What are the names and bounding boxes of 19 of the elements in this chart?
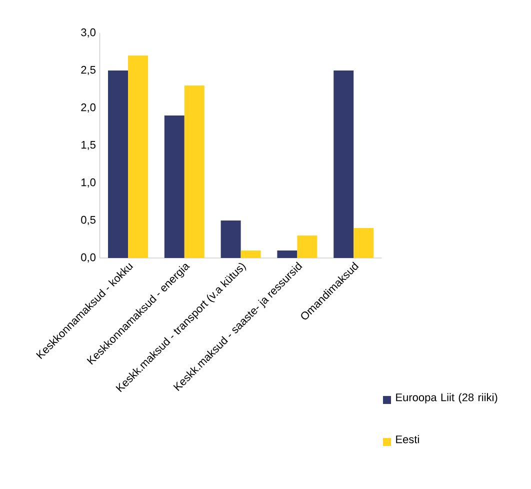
bar (334, 70, 354, 258)
y-tick-label: 3,0 (81, 28, 96, 38)
y-tick-label: 2,0 (81, 103, 96, 113)
y-tick-label: 1,0 (81, 178, 96, 188)
bar (220, 220, 241, 258)
bar (297, 235, 318, 258)
y-tick-label: 0,0 (81, 253, 96, 263)
bar (108, 70, 128, 258)
legend-label: Euroopa Liit (28 riiki) (396, 393, 498, 404)
legend-label: Eesti (396, 435, 419, 444)
bar (354, 228, 374, 258)
bar (240, 250, 261, 258)
y-tick-label: 1,5 (81, 141, 96, 150)
bar (128, 55, 148, 258)
y-tick-label: 0,5 (81, 216, 96, 226)
y-tick-label: 2,5 (81, 66, 96, 76)
bar (277, 250, 298, 258)
bar (184, 85, 204, 258)
bar (164, 115, 184, 258)
